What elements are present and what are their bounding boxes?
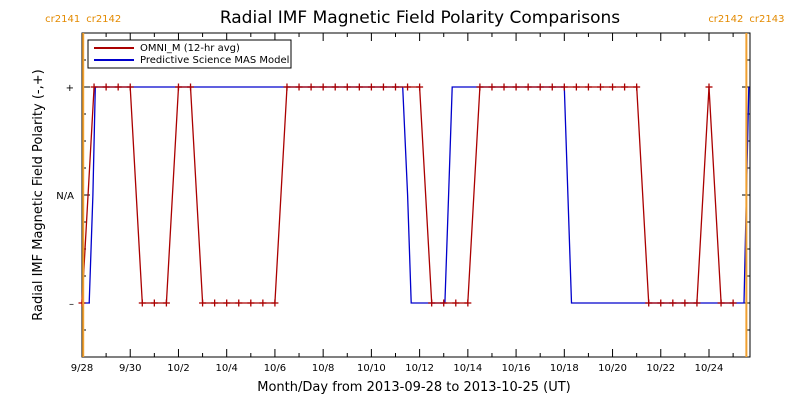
data-point	[464, 299, 472, 307]
cr-label-left: cr2141	[45, 14, 80, 25]
x-tick-label: 10/10	[357, 363, 386, 374]
data-point	[657, 299, 665, 307]
data-point	[548, 83, 556, 91]
data-point	[78, 299, 86, 307]
legend-label-mas: Predictive Science MAS Model	[140, 55, 289, 66]
data-point	[416, 83, 424, 91]
data-point	[307, 83, 315, 91]
data-point	[367, 83, 375, 91]
x-tick-label: 10/16	[502, 363, 531, 374]
data-point	[500, 83, 508, 91]
legend: OMNI_M (12-hr avg) Predictive Science MA…	[87, 39, 292, 69]
y-axis-label: Radial IMF Magnetic Field Polarity (-,+)	[31, 69, 46, 320]
x-tick-label: 10/22	[646, 363, 675, 374]
data-point	[596, 83, 604, 91]
data-point	[621, 83, 629, 91]
data-point	[271, 299, 279, 307]
x-tick-label: 10/2	[167, 363, 189, 374]
data-point	[162, 299, 170, 307]
data-point	[247, 299, 255, 307]
data-point	[524, 83, 532, 91]
x-tick-label: 10/8	[312, 363, 334, 374]
y-axis: + N/A –	[56, 32, 750, 358]
x-tick-label: 10/24	[695, 363, 724, 374]
data-point	[114, 83, 122, 91]
data-point	[645, 299, 653, 307]
data-point	[560, 83, 568, 91]
x-axis-label: Month/Day from 2013-09-28 to 2013-10-25 …	[257, 380, 570, 395]
data-point	[488, 83, 496, 91]
data-point	[223, 299, 231, 307]
data-point	[187, 83, 195, 91]
data-point	[705, 83, 713, 91]
data-point	[392, 83, 400, 91]
data-point	[572, 83, 580, 91]
legend-label-omni: OMNI_M (12-hr avg)	[140, 43, 240, 54]
data-point	[126, 83, 134, 91]
series-line-mas	[82, 86, 750, 304]
data-point	[343, 83, 351, 91]
legend-box	[87, 39, 292, 69]
data-point	[536, 83, 544, 91]
data-point	[259, 299, 267, 307]
x-tick-label: 10/4	[215, 363, 237, 374]
carrington-rotation-labels: cr2141 cr2142 cr2142 cr2143	[45, 14, 784, 25]
x-tick-label: 9/28	[71, 363, 93, 374]
y-tick-label: +	[66, 83, 74, 94]
data-point	[609, 83, 617, 91]
data-point	[174, 83, 182, 91]
x-tick-label: 10/18	[550, 363, 579, 374]
data-point	[428, 299, 436, 307]
cr-label-right: cr2143	[749, 14, 784, 25]
y-tick-label: –	[69, 299, 74, 310]
data-point	[235, 299, 243, 307]
x-tick-label: 10/20	[598, 363, 627, 374]
x-tick-label: 10/6	[264, 363, 286, 374]
data-point	[693, 299, 701, 307]
data-point	[512, 83, 520, 91]
data-point	[729, 299, 737, 307]
data-point	[199, 299, 207, 307]
data-point	[90, 83, 98, 91]
data-point	[379, 83, 387, 91]
data-point	[102, 83, 110, 91]
chart-title: Radial IMF Magnetic Field Polarity Compa…	[220, 8, 620, 28]
data-point	[717, 299, 725, 307]
data-point	[633, 83, 641, 91]
plot-area-frame	[81, 32, 751, 358]
x-tick-label: 10/14	[453, 363, 482, 374]
series-layer	[78, 83, 750, 307]
data-point	[295, 83, 303, 91]
data-point	[355, 83, 363, 91]
data-point	[331, 83, 339, 91]
cr-label-right: cr2142	[86, 14, 121, 25]
x-tick-label: 9/30	[119, 363, 141, 374]
data-point	[283, 83, 291, 91]
data-point	[319, 83, 327, 91]
data-point	[150, 299, 158, 307]
data-point	[404, 83, 412, 91]
data-point	[681, 299, 689, 307]
data-point	[452, 299, 460, 307]
carrington-markers	[82, 33, 748, 357]
data-point	[476, 83, 484, 91]
data-point	[669, 299, 677, 307]
data-point	[138, 299, 146, 307]
data-point	[584, 83, 592, 91]
y-tick-label: N/A	[56, 191, 74, 202]
x-tick-label: 10/12	[405, 363, 434, 374]
x-axis: 9/28 9/30 10/2 10/4 10/6 10/8 10/10 10/12 10/14 1…	[71, 33, 734, 374]
data-point	[211, 299, 219, 307]
cr-label-left: cr2142	[708, 14, 743, 25]
data-point	[440, 299, 448, 307]
